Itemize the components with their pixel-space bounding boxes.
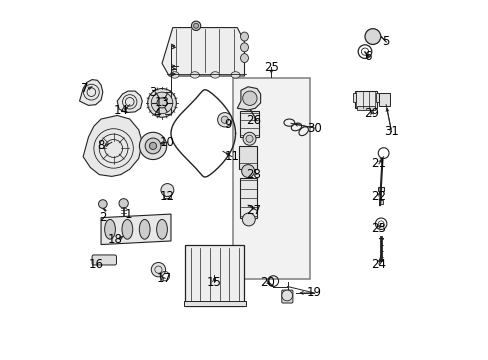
- Ellipse shape: [210, 72, 219, 78]
- Text: 27: 27: [245, 204, 261, 217]
- Ellipse shape: [230, 72, 240, 78]
- Ellipse shape: [139, 220, 150, 239]
- Text: 15: 15: [206, 276, 221, 289]
- Circle shape: [151, 92, 172, 114]
- Ellipse shape: [156, 220, 167, 239]
- Text: 25: 25: [264, 60, 278, 73]
- Text: 31: 31: [383, 125, 398, 138]
- Circle shape: [145, 138, 161, 154]
- Text: 23: 23: [371, 222, 386, 235]
- Circle shape: [139, 132, 166, 159]
- Text: 24: 24: [371, 258, 386, 271]
- Bar: [233, 78, 309, 279]
- Text: 2: 2: [99, 211, 106, 224]
- Text: 8: 8: [97, 139, 104, 152]
- Text: 14: 14: [113, 104, 128, 117]
- Text: 19: 19: [306, 287, 321, 300]
- Bar: [240, 111, 258, 137]
- Circle shape: [147, 89, 176, 117]
- Bar: [357, 107, 375, 110]
- Ellipse shape: [122, 220, 132, 239]
- Bar: [354, 91, 376, 108]
- Bar: [379, 201, 382, 204]
- Circle shape: [191, 21, 201, 31]
- Ellipse shape: [240, 43, 248, 52]
- Text: 9: 9: [224, 118, 232, 131]
- Text: 22: 22: [371, 190, 386, 203]
- Bar: [185, 244, 244, 306]
- Polygon shape: [162, 28, 244, 76]
- Circle shape: [221, 116, 228, 123]
- Bar: [377, 187, 384, 192]
- Text: 29: 29: [364, 107, 379, 120]
- Ellipse shape: [170, 72, 179, 78]
- Bar: [239, 146, 256, 169]
- Text: 26: 26: [245, 114, 261, 127]
- Text: 5: 5: [382, 35, 389, 49]
- Text: 20: 20: [260, 276, 275, 289]
- Circle shape: [151, 262, 165, 277]
- Bar: [240, 178, 257, 218]
- Text: 7: 7: [81, 82, 88, 95]
- Circle shape: [217, 113, 231, 127]
- Circle shape: [99, 200, 107, 208]
- Text: 10: 10: [160, 136, 175, 149]
- Ellipse shape: [104, 220, 115, 239]
- Circle shape: [245, 135, 253, 142]
- Ellipse shape: [240, 54, 248, 63]
- Polygon shape: [83, 116, 142, 176]
- Text: 1: 1: [124, 208, 131, 221]
- Text: 11: 11: [224, 150, 239, 163]
- Circle shape: [149, 142, 156, 149]
- Text: 3: 3: [149, 86, 157, 99]
- Text: 17: 17: [156, 272, 171, 285]
- Text: 16: 16: [88, 258, 103, 271]
- Polygon shape: [117, 91, 142, 113]
- Bar: [352, 93, 355, 102]
- Bar: [375, 93, 378, 102]
- Circle shape: [242, 213, 255, 226]
- Circle shape: [281, 290, 292, 301]
- Polygon shape: [237, 87, 260, 110]
- Circle shape: [243, 132, 255, 145]
- FancyBboxPatch shape: [281, 290, 292, 303]
- Circle shape: [242, 91, 257, 105]
- Text: 18: 18: [108, 233, 122, 246]
- Text: 30: 30: [306, 122, 321, 135]
- Bar: [378, 93, 389, 107]
- Text: 21: 21: [371, 157, 386, 170]
- Circle shape: [161, 184, 174, 197]
- Ellipse shape: [240, 32, 248, 41]
- Text: 4: 4: [153, 107, 160, 120]
- Text: 13: 13: [154, 96, 169, 109]
- Text: 12: 12: [160, 190, 175, 203]
- Bar: [163, 185, 171, 198]
- Circle shape: [193, 23, 198, 28]
- Circle shape: [241, 165, 254, 177]
- Text: 6: 6: [364, 50, 371, 63]
- Polygon shape: [80, 80, 102, 105]
- Text: 28: 28: [245, 168, 261, 181]
- Circle shape: [119, 199, 128, 208]
- Ellipse shape: [190, 72, 199, 78]
- Circle shape: [364, 29, 380, 44]
- FancyBboxPatch shape: [92, 255, 116, 265]
- Bar: [183, 301, 246, 306]
- Circle shape: [157, 98, 167, 108]
- Polygon shape: [101, 214, 171, 244]
